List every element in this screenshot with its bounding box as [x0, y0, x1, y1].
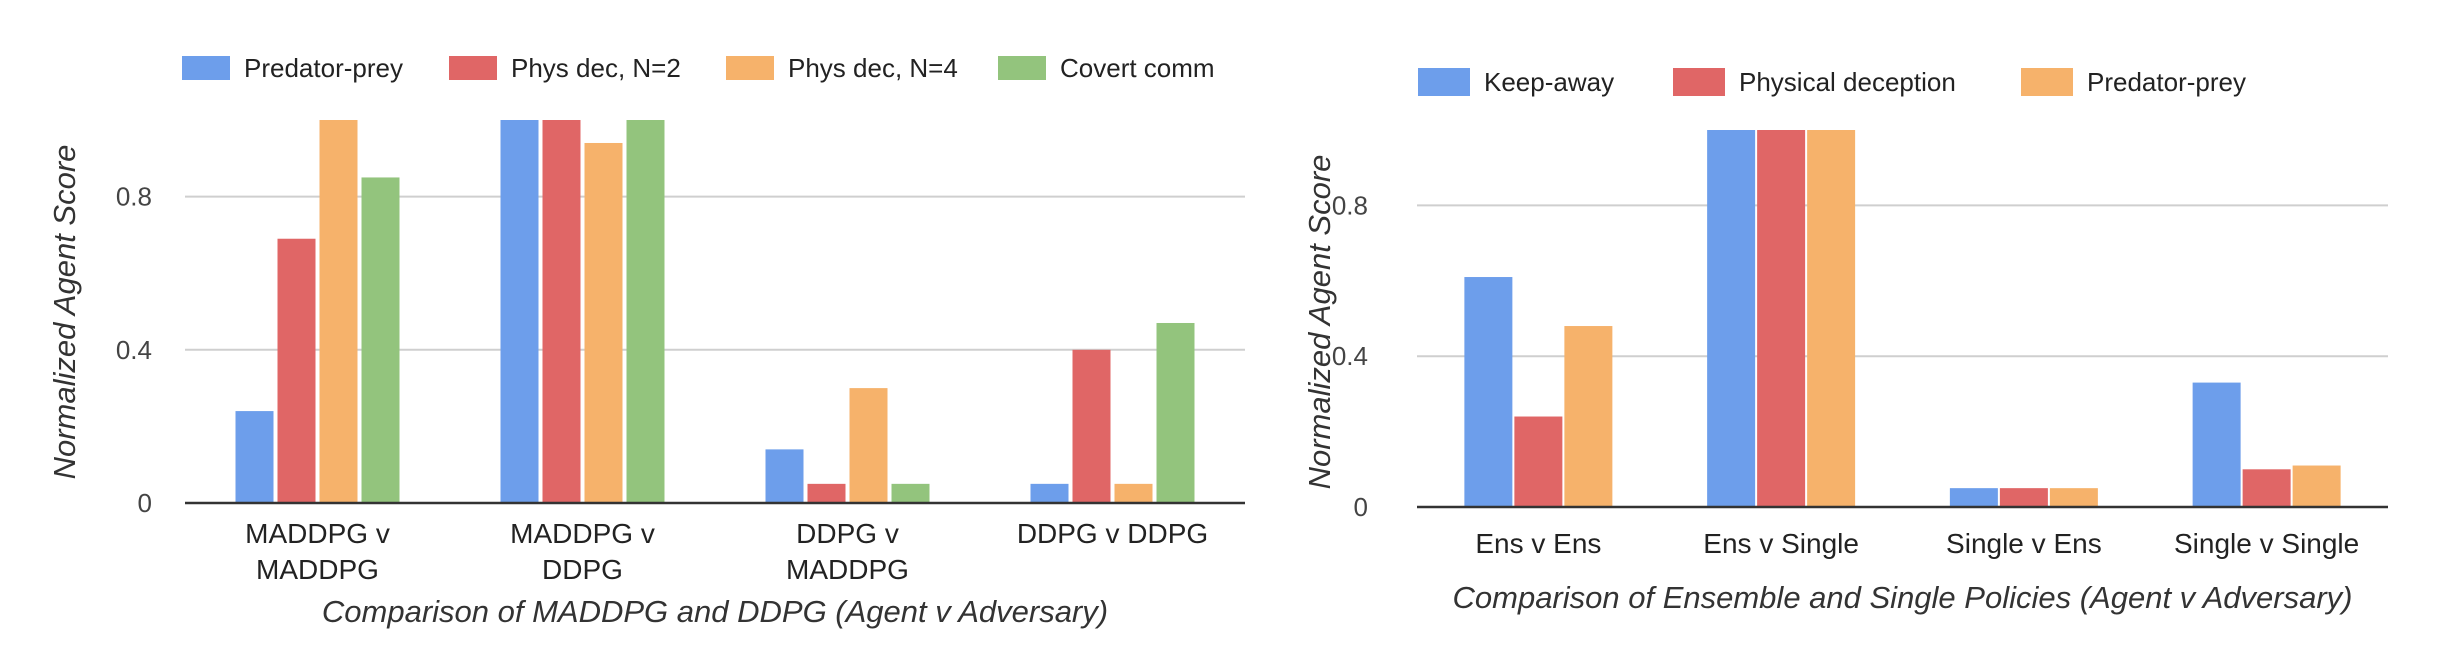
x-category-label: Ens v Ens [1475, 528, 1601, 559]
x-category-label: Ens v Single [1703, 528, 1859, 559]
bar-phys-dec-n-4 [584, 142, 623, 504]
bar-predator-prey [500, 120, 539, 503]
bar-covert-comm [626, 120, 665, 503]
bar-covert-comm [361, 177, 400, 503]
bar-predator-prey [235, 411, 274, 503]
y-tick-label: 0 [138, 488, 152, 518]
bar-covert-comm [891, 483, 930, 503]
y-axis-title: Normalized Agent Score [47, 145, 82, 480]
x-axis-title: Comparison of MADDPG and DDPG (Agent v A… [322, 594, 1108, 629]
bar-predator-prey [1030, 483, 1069, 503]
legend-swatch [726, 56, 774, 80]
x-category-label: DDPG v DDPG [1017, 518, 1208, 549]
y-tick-label: 0.8 [116, 182, 152, 212]
x-category-label: MADDPG v DDPG [510, 518, 655, 585]
right-chart-panel: 0 0.4 0.8 Ens v Ens Ens v Single Single v Ens… [1302, 67, 2388, 615]
y-axis-title: Normalized Agent Score [1302, 155, 1337, 490]
bar-phys-dec-n-2 [542, 120, 581, 503]
legend-swatch [2021, 68, 2073, 96]
y-tick-label: 0.4 [1332, 341, 1368, 371]
bar-predator-prey [2049, 488, 2098, 507]
bar-phys-dec-n-4 [849, 388, 888, 503]
x-category-label: DDPG v MADDPG [786, 518, 909, 585]
bar-physical-deception [2242, 469, 2291, 507]
bar-phys-dec-n-2 [807, 483, 846, 503]
bar-phys-dec-n-2 [277, 238, 316, 504]
legend-swatch [449, 56, 497, 80]
bar-predator-prey [765, 449, 804, 503]
bar-keep-away [1464, 277, 1513, 507]
bar-physical-deception [1514, 416, 1563, 507]
legend-swatch [998, 56, 1046, 80]
legend-label: Covert comm [1060, 53, 1215, 83]
legend-label: Keep-away [1484, 67, 1614, 97]
bar-predator-prey [1807, 130, 1856, 507]
legend-swatch [182, 56, 230, 80]
x-category-label: Single v Single [2174, 528, 2359, 559]
bar-phys-dec-n-4 [1114, 483, 1153, 503]
bar-covert-comm [1156, 322, 1195, 503]
bar-keep-away [2192, 382, 2241, 507]
legend-swatch [1418, 68, 1470, 96]
y-tick-label: 0 [1354, 492, 1368, 522]
x-category-label: Single v Ens [1946, 528, 2102, 559]
x-category-label: MADDPG v MADDPG [245, 518, 390, 585]
legend-label: Phys dec, N=2 [511, 53, 681, 83]
bar-physical-deception [1999, 488, 2048, 507]
bar-keep-away [1707, 130, 1756, 507]
legend-label: Predator-prey [244, 53, 403, 83]
bar-physical-deception [1757, 130, 1806, 507]
bar-phys-dec-n-4 [319, 120, 358, 503]
legend-label: Phys dec, N=4 [788, 53, 958, 83]
y-tick-label: 0.8 [1332, 190, 1368, 220]
legend-label: Predator-prey [2087, 67, 2246, 97]
legend-label: Physical deception [1739, 67, 1956, 97]
y-tick-label: 0.4 [116, 335, 152, 365]
bar-predator-prey [2292, 465, 2341, 507]
legend-swatch [1673, 68, 1725, 96]
bar-predator-prey [1564, 326, 1613, 507]
bar-phys-dec-n-2 [1072, 349, 1111, 503]
x-axis-title: Comparison of Ensemble and Single Polici… [1453, 580, 2353, 615]
bar-keep-away [1949, 488, 1998, 507]
